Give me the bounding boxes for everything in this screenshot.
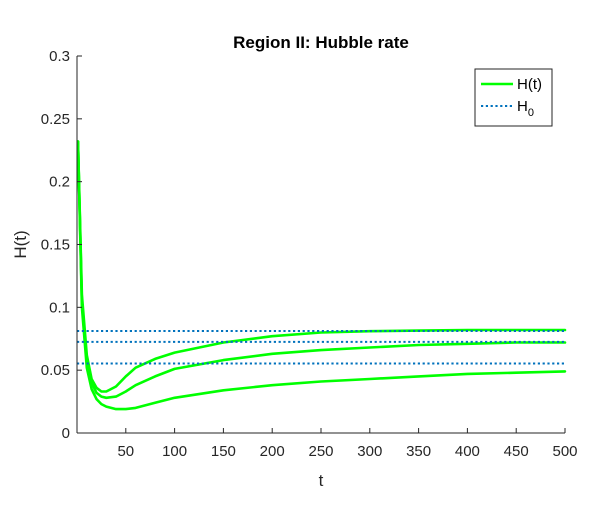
x-tick-label: 350 [406,443,431,460]
x-tick-label: 250 [308,443,333,460]
y-axis-label: H(t) [11,230,30,258]
x-tick-label: 500 [552,443,577,460]
x-tick-label: 400 [455,443,480,460]
x-tick-label: 100 [162,443,187,460]
x-tick-label: 200 [260,443,285,460]
x-tick-label: 300 [357,443,382,460]
h-curve-3 [76,140,567,411]
legend: H(t)H0 [474,68,553,127]
y-tick-label: 0 [62,425,70,442]
h-curve-2 [76,140,567,400]
x-tick-label: 50 [117,443,134,460]
legend-box [474,68,553,127]
y-tick-label: 0.05 [41,362,70,379]
axes-layer: 50 100 150 200 250 300 350 400 450 500 0 0.05 0.1 0.1… [41,48,578,460]
x-tick-label: 150 [211,443,236,460]
legend-subscript: 0 [528,107,534,119]
x-tick-label: 450 [504,443,529,460]
x-axis-label: t [319,471,324,490]
y-tick-label: 0.3 [49,48,70,65]
y-tick-label: 0.1 [49,299,70,316]
y-tick-label: 0.25 [41,111,70,128]
legend-label: H(t) [517,76,542,93]
series-layer [76,140,567,411]
y-tick-label: 0.2 [49,174,70,191]
y-tick-label: 0.15 [41,237,70,254]
chart-title: Region II: Hubble rate [233,33,409,52]
